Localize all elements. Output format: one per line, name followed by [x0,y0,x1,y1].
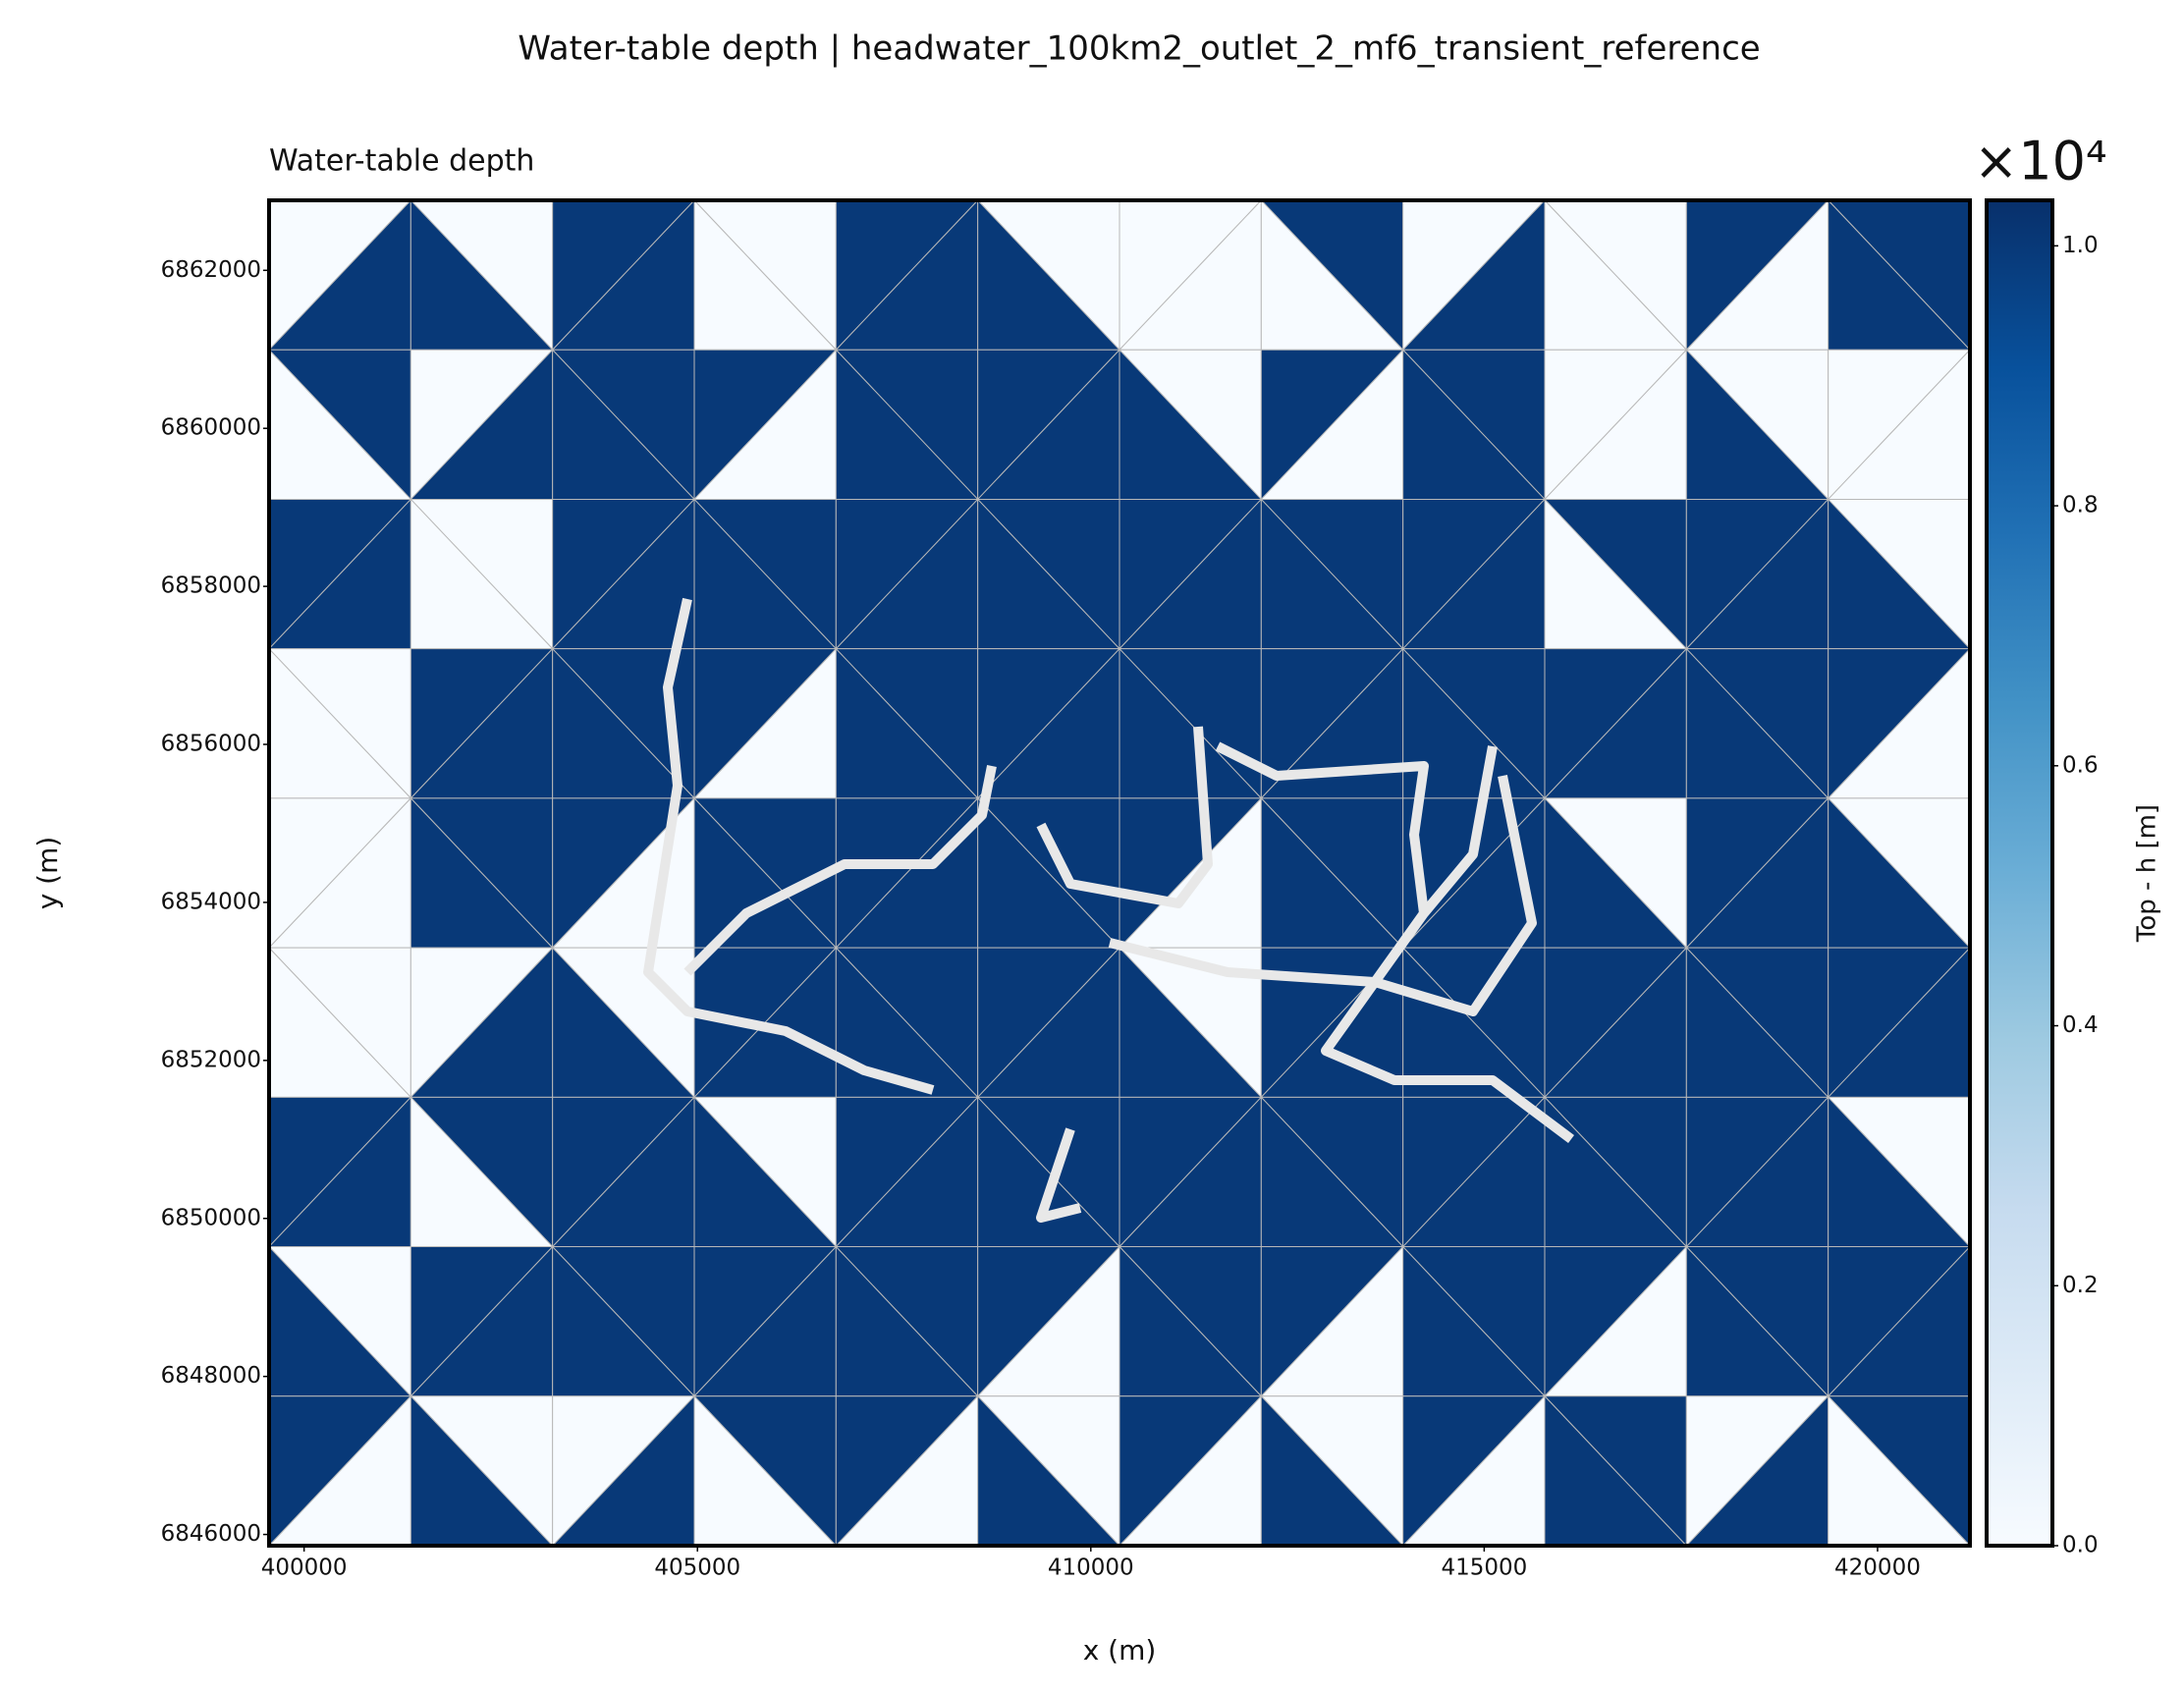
y-tick-label: 6846000 [161,1521,261,1547]
x-tick-label: 405000 [654,1556,740,1581]
colorbar-label: Top - h [m] [2133,804,2162,943]
colorbar-tick-label: 0.2 [2062,1273,2099,1298]
subtitle: Water-table depth [269,144,534,179]
colorbar-tick-label: 0.0 [2062,1533,2099,1558]
x-tick-label: 420000 [1834,1556,1921,1581]
x-axis-label: x (m) [1083,1634,1157,1666]
x-tick-label: 410000 [1048,1556,1134,1581]
y-tick-label: 6848000 [161,1363,261,1389]
colorbar-tick-label: 0.8 [2062,493,2099,519]
axes-frame [267,198,1972,1548]
colorbar-tick-label: 0.4 [2062,1012,2099,1038]
colorbar-tick-label: 0.6 [2062,752,2099,778]
y-tick-label: 6852000 [161,1047,261,1072]
mesh [267,198,1972,1548]
chart-title: Water-table depth | headwater_100km2_out… [518,29,1760,69]
colorbar [1985,198,2054,1548]
y-tick-label: 6850000 [161,1205,261,1230]
y-tick-label: 6860000 [161,415,261,441]
colorbar-offset: ×10⁴ [1974,131,2107,192]
y-axis-label: y (m) [31,837,64,910]
y-tick-label: 6862000 [161,257,261,283]
x-tick-label: 415000 [1441,1556,1527,1581]
y-tick-label: 6856000 [161,732,261,757]
y-tick-label: 6854000 [161,889,261,914]
colorbar-tick-label: 1.0 [2062,233,2099,258]
x-tick-label: 400000 [261,1556,348,1581]
y-tick-label: 6858000 [161,573,261,599]
river-mesh [643,597,1574,1223]
